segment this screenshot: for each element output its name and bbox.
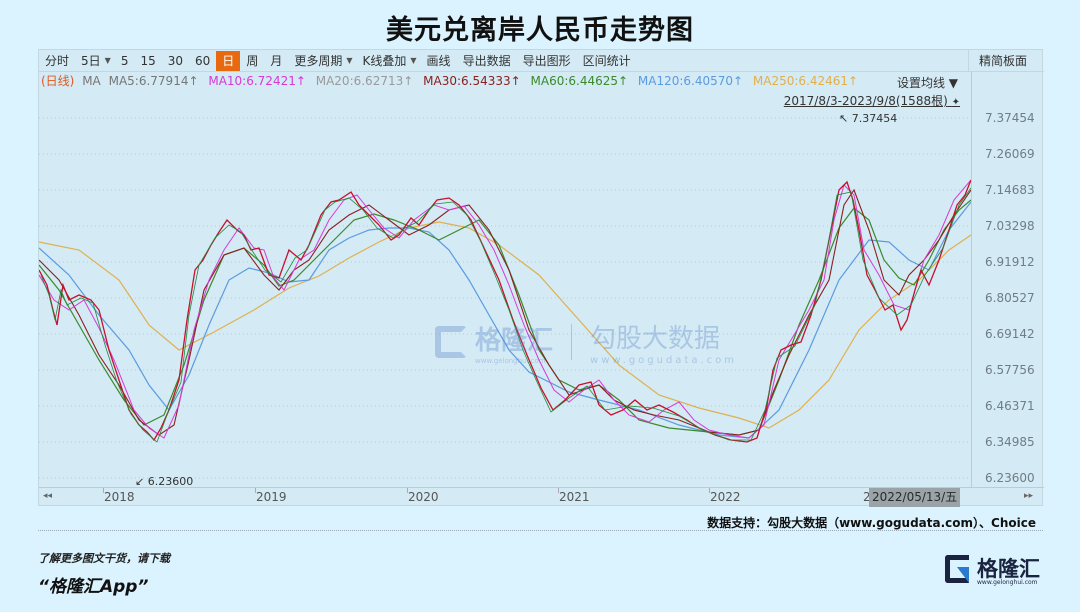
export-chart-button[interactable]: 导出图形 (522, 53, 571, 68)
y-axis-divider (971, 72, 972, 487)
period-month[interactable]: 月 (270, 53, 283, 68)
y-tick: 6.91912 (985, 255, 1035, 269)
x-tick-label: 2019 (256, 490, 287, 504)
chart-panel: 分时 5日 ▼ 5 15 30 60 日 周 月 更多周期 ▼ K线叠加 ▼ 画… (38, 49, 1044, 507)
ma250-value: MA250:6.42461↑ (752, 74, 859, 88)
x-tick-label: 2021 (559, 490, 590, 504)
more-periods-menu[interactable]: 更多周期 (294, 53, 343, 68)
ma60-value: MA60:6.44625↑ (530, 74, 629, 88)
period-day[interactable]: 日 (216, 50, 241, 71)
y-tick: 7.26069 (985, 147, 1035, 161)
crosshair-date-label: 2022/05/13/五 (869, 488, 961, 507)
chevron-down-icon[interactable]: ▼ (410, 56, 417, 65)
chevron-down-icon[interactable]: ▼ (104, 56, 111, 65)
ma120-value: MA120:6.40570↑ (637, 74, 744, 88)
logo-g-icon (945, 555, 969, 583)
y-tick: 6.23600 (985, 471, 1035, 485)
footer-app-name: “格隆汇App” (38, 577, 149, 597)
toolbar: 分时 5日 ▼ 5 15 30 60 日 周 月 更多周期 ▼ K线叠加 ▼ 画… (39, 50, 1044, 72)
period-30min[interactable]: 30 (167, 53, 184, 68)
ma30-value: MA30:6.54333↑ (423, 74, 521, 88)
ma-label: MA (82, 74, 101, 88)
ma-legend: (日线) MA MA5:6.77914↑ MA10:6.72421↑ MA20:… (41, 72, 864, 90)
y-tick: 6.57756 (985, 363, 1035, 377)
period-5min[interactable]: 5 (120, 53, 129, 68)
x-tick-label: 2022 (710, 490, 741, 504)
range-stats-button[interactable]: 区间统计 (582, 53, 631, 68)
compact-view-button[interactable]: 精简板面 (968, 50, 1038, 72)
period-prefix: (日线) (41, 74, 75, 88)
x-axis: ◂◂ 2018 2019 2020 2021 2022 2 2022/05/13… (39, 487, 1044, 507)
scroll-right-button[interactable]: ▸▸ (1024, 491, 1034, 501)
logo-url: www.gelonghui.com (977, 579, 1038, 586)
period-60min[interactable]: 60 (195, 53, 211, 68)
candlestick-chart[interactable]: ↙ 6.23600 ↖ 7.37454 (39, 110, 971, 486)
period-5day[interactable]: 5日 (81, 53, 101, 68)
ma20-value: MA20:6.62713↑ (315, 74, 414, 88)
period-minute[interactable]: 分时 (45, 53, 70, 68)
y-tick: 6.69142 (985, 327, 1035, 341)
period-15min[interactable]: 15 (140, 53, 156, 68)
divider (38, 530, 1043, 531)
export-data-button[interactable]: 导出数据 (462, 53, 511, 68)
pin-icon[interactable]: ✦ (951, 97, 960, 108)
page-title: 美元兑离岸人民币走势图 (386, 15, 694, 46)
ma-settings-dropdown[interactable]: 设置均线 ▼ (896, 76, 958, 90)
y-tick: 7.37454 (985, 111, 1035, 125)
draw-line-button[interactable]: 画线 (426, 53, 451, 68)
chevron-down-icon[interactable]: ▼ (346, 56, 353, 65)
scroll-left-button[interactable]: ◂◂ (43, 491, 53, 501)
footer-promo: 了解更多图文干货，请下载 (38, 552, 170, 565)
period-week[interactable]: 周 (246, 53, 259, 68)
data-credit: 数据支持：勾股大数据（www.gogudata.com）、Choice (707, 516, 1036, 530)
ma5-value: MA5:6.77914↑ (108, 74, 199, 88)
x-tick-label: 2 (863, 490, 871, 504)
y-tick: 7.03298 (985, 219, 1035, 233)
x-tick-label: 2020 (408, 490, 439, 504)
y-tick: 6.80527 (985, 291, 1035, 305)
y-tick: 6.46371 (985, 399, 1035, 413)
ma10-value: MA10:6.72421↑ (208, 74, 306, 88)
date-range-label: 2017/8/3-2023/9/8(1588根) ✦ (784, 92, 960, 109)
y-tick: 6.34985 (985, 435, 1035, 449)
max-annotation: ↖ 7.37454 (839, 112, 897, 125)
kline-overlay-menu[interactable]: K线叠加 (362, 53, 407, 68)
x-tick-label: 2018 (104, 490, 135, 504)
y-tick: 7.14683 (985, 183, 1035, 197)
logo-text: 格隆汇 (977, 557, 1040, 581)
date-range-text: 2017/8/3-2023/9/8(1588根) (783, 94, 948, 108)
brand-logo: 格隆汇 www.gelonghui.com (945, 553, 1045, 586)
min-annotation: ↙ 6.23600 (135, 475, 193, 486)
